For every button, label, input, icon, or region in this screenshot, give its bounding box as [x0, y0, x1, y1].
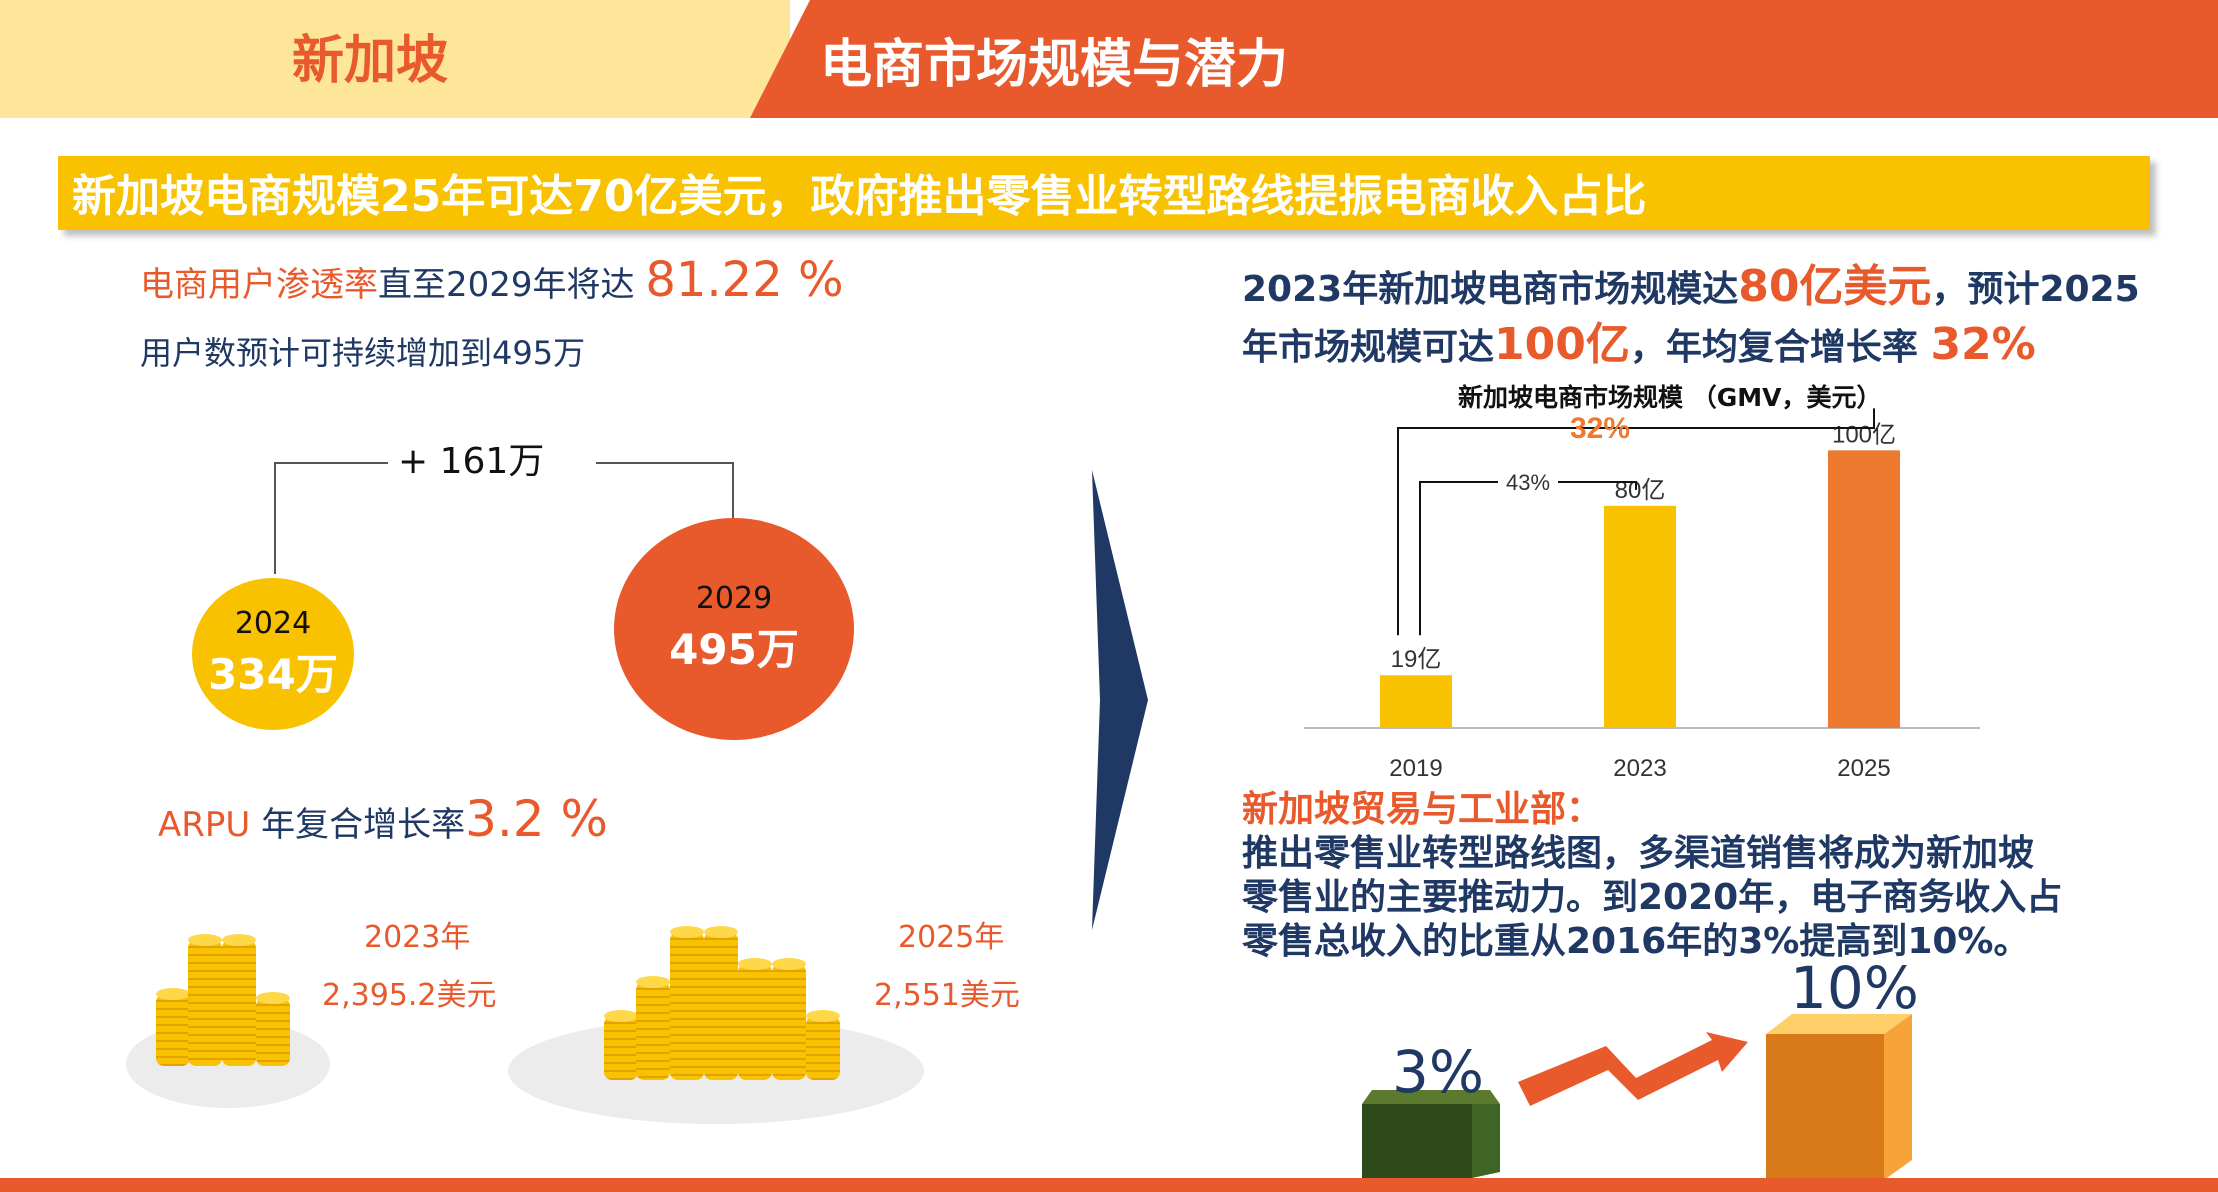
percent-2016: 3% [1392, 1038, 1485, 1106]
user-forecast-text: 用户数预计可持续增加到495万 [140, 334, 586, 372]
coin-pile-small-icon [150, 930, 300, 1070]
chart-x-tick: 2025 [1837, 755, 1890, 782]
penetration-value: 81.22 % [645, 252, 844, 308]
headline-text: 新加坡电商规模25年可达70亿美元，政府推出零售业转型路线提振电商收入占比 [72, 171, 1647, 222]
headline-banner [58, 156, 2150, 230]
chart-annotation-bracket-outer [1397, 408, 1875, 636]
market-line2-big: 100亿 [1494, 319, 1630, 370]
arpu-label: ARPU [158, 805, 262, 845]
chart-annotation-label-inner: 43% [1506, 470, 1550, 495]
circle-2024: 2024 334万 [192, 578, 354, 730]
penetration-mid: 直至2029年将达 [378, 265, 635, 305]
gmv-bar-chart: 19亿 2019 80亿 2023 100亿 2025 32% 43% [1304, 408, 1980, 782]
ministry-body-line-3: 零售总收入的比重从2016年的3%提高到10%。 [1242, 921, 2030, 962]
arpu-2025-value: 2,551美元 [874, 978, 1020, 1013]
percent-2020: 10% [1790, 954, 1919, 1022]
arpu-line: ARPU 年复合增长率3.2 % [158, 790, 608, 848]
penetration-line: 电商用户渗透率直至2029年将达 81.22 % [140, 252, 844, 308]
market-line1-big: 80亿美元 [1738, 261, 1932, 312]
chart-value-label: 100亿 [1832, 421, 1896, 448]
circle-2029-value: 495万 [669, 625, 799, 674]
arpu-2023-label: 2023年 [364, 920, 471, 955]
arpu-2025-label: 2025年 [898, 920, 1005, 955]
chart-value-label: 19亿 [1391, 646, 1442, 673]
circle-2029: 2029 495万 [614, 518, 854, 740]
circle-2024-value: 334万 [208, 650, 338, 699]
arpu-mid: 年复合增长率 [261, 805, 466, 845]
ministry-title: 新加坡贸易与工业部： [1242, 789, 1603, 830]
chart-value-label: 80亿 [1615, 477, 1666, 504]
chart-annotation-label-outer: 32% [1570, 412, 1630, 445]
increase-bracket-right [596, 462, 734, 522]
chart-x-tick: 2023 [1613, 755, 1666, 782]
header-left-panel [0, 0, 790, 118]
chart-annotation-bracket-inner [1419, 481, 1637, 636]
market-line1-a: 2023年新加坡电商市场规模达 [1242, 269, 1739, 310]
green-cube-icon [1362, 1090, 1500, 1178]
market-line-1: 2023年新加坡电商市场规模达80亿美元，预计2025 [1242, 250, 2140, 314]
page-title: 电商市场规模与潜力 [820, 35, 1289, 95]
chart-bar [1828, 450, 1900, 728]
coin-pile-large-icon [600, 924, 850, 1084]
ministry-body-line-1: 推出零售业转型路线图，多渠道销售将成为新加坡 [1242, 833, 2035, 874]
ministry-body-line-2: 零售业的主要推动力。到2020年，电子商务收入占 [1242, 877, 2063, 918]
chart-bar [1380, 675, 1452, 728]
orange-cube-icon [1766, 1014, 1912, 1180]
market-line2-b: ，年均复合增长率 [1629, 327, 1918, 368]
market-line2-a: 年市场规模可达 [1242, 327, 1495, 368]
arpu-value: 3.2 % [465, 790, 609, 848]
circle-2029-year: 2029 [695, 581, 773, 616]
growth-arrow-icon [1518, 1032, 1748, 1106]
market-line1-b: ，预计2025 [1931, 269, 2140, 310]
chart-bar [1604, 505, 1676, 728]
divider-arrow-icon [1092, 470, 1148, 930]
penetration-label: 电商用户渗透率 [140, 265, 378, 305]
increase-bracket-left [274, 462, 388, 574]
header-right-panel [750, 0, 2218, 118]
country-title: 新加坡 [292, 31, 449, 91]
circle-2024-year: 2024 [234, 606, 312, 641]
chart-x-tick: 2019 [1389, 755, 1442, 782]
increase-label: + 161万 [398, 441, 545, 482]
footer-bar [0, 1178, 2218, 1192]
arpu-2023-value: 2,395.2美元 [322, 978, 497, 1013]
market-line2-cagr: 32% [1930, 319, 2036, 370]
chart-annotation-bg [1498, 466, 1558, 496]
chart-title: 新加坡电商市场规模 （GMV，美元） [1458, 383, 1882, 412]
market-line-2: 年市场规模可达100亿，年均复合增长率 32% [1242, 308, 2036, 372]
